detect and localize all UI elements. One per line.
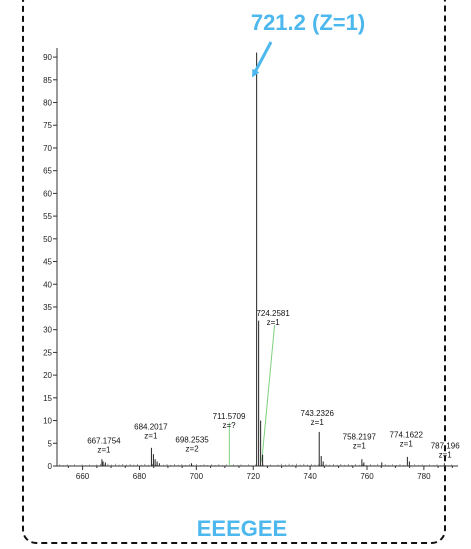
peak-charge-label: z=? bbox=[222, 421, 236, 430]
peak-mz-label: 758.2197 bbox=[343, 433, 377, 442]
peak-mz-label: 743.2326 bbox=[301, 409, 335, 418]
x-tick-label: 680 bbox=[133, 472, 147, 481]
y-tick-label: 25 bbox=[43, 348, 52, 357]
y-tick-label: 0 bbox=[48, 462, 53, 471]
y-tick-label: 15 bbox=[43, 394, 52, 403]
y-tick-label: 60 bbox=[43, 189, 52, 198]
peak-mz-label: 711.5709 bbox=[213, 412, 246, 421]
spectrum-peaks bbox=[59, 52, 453, 466]
x-tick-label: 700 bbox=[190, 472, 204, 481]
axes bbox=[56, 48, 458, 467]
green-guide-lines bbox=[228, 325, 276, 462]
y-tick-label: 45 bbox=[43, 258, 52, 267]
x-tick-label: 720 bbox=[247, 472, 261, 481]
callout-label: 721.2 (Z=1) bbox=[251, 10, 365, 35]
y-tick-label: 70 bbox=[43, 144, 52, 153]
y-tick-label: 10 bbox=[43, 417, 52, 426]
y-tick-label: 50 bbox=[43, 235, 52, 244]
y-tick-label: 90 bbox=[43, 53, 52, 62]
y-tick-label: 5 bbox=[48, 439, 53, 448]
y-tick-label: 20 bbox=[43, 371, 52, 380]
peak-charge-label: z=1 bbox=[311, 418, 325, 427]
peak-mz-label: 724.2581 bbox=[256, 309, 290, 318]
y-tick-label: 80 bbox=[43, 99, 52, 108]
peak-mz-label: 667.1754 bbox=[87, 436, 121, 445]
y-tick-label: 65 bbox=[43, 167, 52, 176]
peak-charge-label: z=1 bbox=[400, 439, 414, 448]
y-tick-label: 30 bbox=[43, 326, 52, 335]
peak-charge-label: z=1 bbox=[267, 318, 281, 327]
y-tick-label: 40 bbox=[43, 280, 52, 289]
peptide-label: EEEGEE bbox=[197, 516, 287, 541]
dashed-frame bbox=[22, 0, 446, 544]
callout-arrow bbox=[252, 41, 273, 78]
x-axis-ticks: 660 680 700 720 740 760 780 bbox=[67, 466, 453, 481]
x-tick-label: 740 bbox=[303, 472, 317, 481]
x-tick-label: 660 bbox=[76, 472, 90, 481]
y-axis-ticks: 0 5 10 15 20 25 30 35 40 45 50 55 60 65 70 75 80 85 90 bbox=[43, 53, 57, 471]
peak-mz-label: 698.2535 bbox=[175, 435, 209, 444]
y-tick-label: 75 bbox=[43, 121, 52, 130]
peak-mz-label: 684.2017 bbox=[134, 423, 168, 432]
y-tick-label: 35 bbox=[43, 303, 52, 312]
y-tick-label: 85 bbox=[43, 76, 52, 85]
peak-mz-label: 787.196 bbox=[431, 442, 460, 451]
x-tick-label: 780 bbox=[417, 472, 431, 481]
green-guide-line bbox=[261, 325, 276, 462]
y-tick-label: 55 bbox=[43, 212, 52, 221]
peak-mz-label: 774.1622 bbox=[390, 430, 424, 439]
peak-charge-label: z=2 bbox=[186, 444, 200, 453]
peak-charge-label: z=1 bbox=[353, 442, 367, 451]
peak-charge-label: z=1 bbox=[97, 445, 111, 454]
peak-charge-label: z=1 bbox=[144, 432, 158, 441]
peak-charge-label: z=1 bbox=[439, 451, 453, 460]
x-tick-label: 760 bbox=[360, 472, 374, 481]
